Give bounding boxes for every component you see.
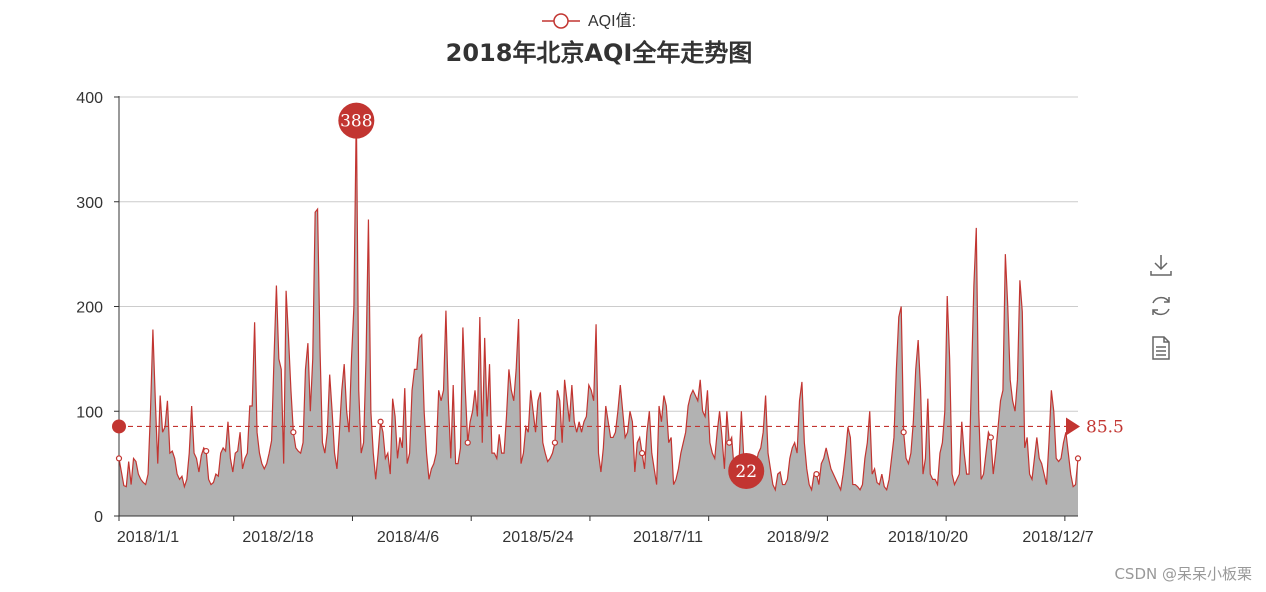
min-markpoint-label: 22 (735, 462, 757, 482)
line-point (813, 471, 820, 478)
series-line (118, 109, 1079, 492)
line-point (290, 429, 297, 436)
x-tick-label: 2018/7/11 (633, 529, 703, 546)
download-icon[interactable] (1148, 252, 1174, 278)
max-markpoint-label: 388 (340, 112, 372, 132)
line-point (464, 439, 471, 446)
legend[interactable]: AQI值: (542, 12, 636, 30)
legend-marker-icon (553, 13, 569, 29)
y-tick-label: 400 (76, 90, 103, 107)
legend-label: AQI值: (588, 12, 636, 30)
x-tick-label: 2018/2/18 (242, 529, 313, 546)
line-point (900, 429, 907, 436)
y-tick-label: 300 (76, 195, 103, 212)
line-point (377, 418, 384, 425)
refresh-icon[interactable] (1148, 293, 1174, 319)
line-point (551, 439, 559, 446)
min-markpoint (728, 452, 765, 489)
x-tick-label: 2018/4/6 (377, 529, 439, 546)
line-point (987, 434, 994, 441)
marks: 85.5 388 22 (112, 102, 1124, 489)
y-tick-label: 0 (94, 509, 103, 526)
gridlines (119, 96, 1078, 412)
line-point (726, 439, 733, 446)
average-line-label: 85.5 (1086, 417, 1124, 437)
line-point (203, 447, 210, 455)
x-tick-label: 2018/9/2 (767, 529, 829, 546)
line-point (115, 455, 123, 462)
x-tick-label: 2018/5/24 (502, 529, 573, 546)
line-point (1074, 455, 1082, 462)
x-tick-label: 2018/12/7 (1022, 529, 1093, 546)
series-area-fill (119, 109, 1078, 516)
y-tick-label: 200 (76, 300, 103, 317)
average-line-start-dot (112, 419, 126, 434)
x-tick-label: 2018/1/1 (117, 529, 179, 546)
x-tick-label: 2018/10/20 (888, 529, 968, 546)
chart-title: 2018年北京AQI全年走势图 (446, 39, 753, 67)
average-line-arrow (1066, 417, 1080, 436)
axes: 0 100 200 300 400 2018/1/1 2018/2/18 2018/4/6 20… (76, 90, 1093, 546)
watermark: CSDN @呆呆小板栗 (1114, 565, 1252, 583)
max-markpoint (338, 102, 375, 139)
line-point (638, 450, 646, 457)
y-tick-label: 100 (76, 404, 103, 421)
series-area (118, 109, 1079, 516)
data-view-icon[interactable] (1148, 335, 1174, 361)
